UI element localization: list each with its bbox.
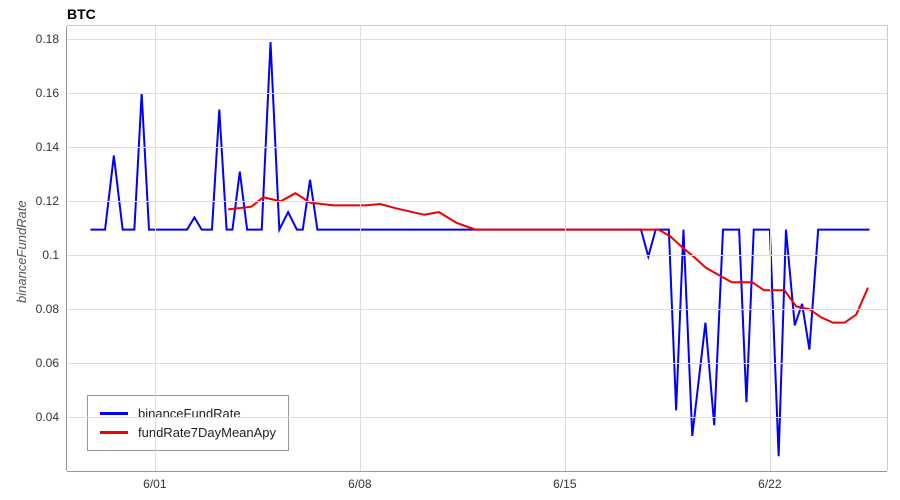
gridline-h [67,201,887,202]
y-tick-label: 0.14 [36,140,67,154]
y-tick-label: 0.1 [42,248,67,262]
chart-title: BTC [67,6,96,22]
y-tick-label: 0.12 [36,194,67,208]
x-tick-label: 6/08 [348,471,371,491]
legend-label: binanceFundRate [138,406,241,421]
y-tick-label: 0.18 [36,32,67,46]
gridline-h [67,309,887,310]
gridline-h [67,93,887,94]
gridline-h [67,363,887,364]
gridline-h [67,255,887,256]
plot-area: binanceFundRatefundRate7DayMeanApy 0.040… [67,25,888,471]
y-tick-label: 0.04 [36,410,67,424]
gridline-h [67,417,887,418]
btc-chart: BTC binanceFundRate binanceFundRate fundR… [0,0,900,500]
gridline-v [360,26,361,471]
y-tick-label: 0.06 [36,356,67,370]
y-axis-label: binanceFundRate [14,200,29,303]
x-tick-label: 6/22 [758,471,781,491]
legend-swatch [100,431,128,434]
y-tick-label: 0.16 [36,86,67,100]
x-tick-label: 6/15 [553,471,576,491]
gridline-h [67,147,887,148]
gridline-v [565,26,566,471]
legend-swatch [100,412,128,415]
y-tick-label: 0.08 [36,302,67,316]
gridline-v [770,26,771,471]
gridline-v [155,26,156,471]
legend-item: fundRate7DayMeanApy [100,423,276,442]
legend-item: binanceFundRate [100,404,276,423]
legend-label: fundRate7DayMeanApy [138,425,276,440]
x-tick-label: 6/01 [143,471,166,491]
gridline-h [67,39,887,40]
legend: binanceFundRate fundRate7DayMeanApy [87,395,289,451]
